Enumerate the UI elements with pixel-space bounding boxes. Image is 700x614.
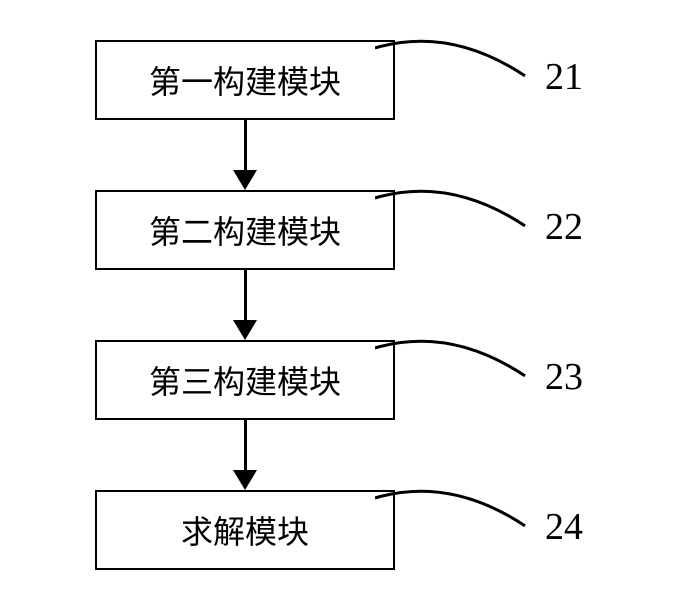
flow-node-1-number: 21 [545, 55, 583, 99]
flow-node-2: 第二构建模块 [95, 190, 395, 270]
flow-node-4-label: 求解模块 [181, 507, 309, 553]
arrow-2-head [233, 320, 257, 340]
flowchart-canvas: { "type": "flowchart", "background_color… [0, 0, 700, 614]
arrow-1-line [244, 120, 247, 170]
flow-node-3: 第三构建模块 [95, 340, 395, 420]
flow-node-3-label: 第三构建模块 [149, 357, 341, 403]
callout-4 [375, 468, 529, 530]
arrow-3-head [233, 470, 257, 490]
flow-node-2-number: 22 [545, 205, 583, 249]
arrow-3-line [244, 420, 247, 470]
flow-node-1: 第一构建模块 [95, 40, 395, 120]
flow-node-1-label: 第一构建模块 [149, 57, 341, 103]
flow-node-2-label: 第二构建模块 [149, 207, 341, 253]
arrow-2-line [244, 270, 247, 320]
flow-node-4-number: 24 [545, 505, 583, 549]
flow-node-4: 求解模块 [95, 490, 395, 570]
arrow-1-head [233, 170, 257, 190]
callout-2 [375, 168, 529, 230]
flow-node-3-number: 23 [545, 355, 583, 399]
callout-3 [375, 318, 529, 380]
callout-1 [375, 18, 529, 80]
